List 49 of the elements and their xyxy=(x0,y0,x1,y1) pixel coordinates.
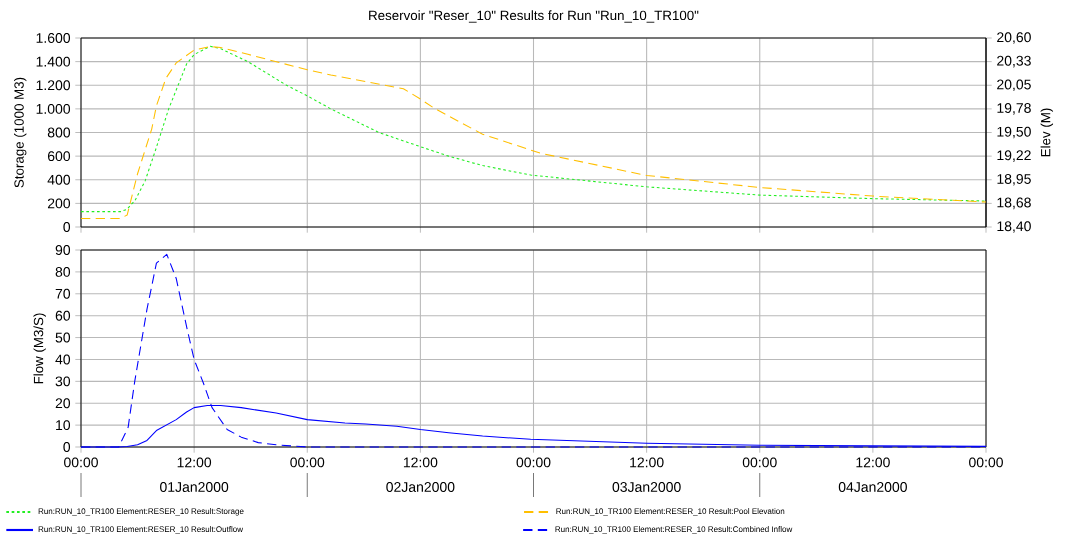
y-tick-label: 800 xyxy=(47,127,71,138)
x-tick-label: 12:00 xyxy=(403,457,438,468)
y-tick-label: 50 xyxy=(55,332,71,343)
y-tick-label: 70 xyxy=(55,288,71,299)
legend-label: Run:RUN_10_TR100 Element:RESER_10 Result:Pool Elevation xyxy=(556,508,785,516)
y-axis-title: Storage (1000 M3) xyxy=(13,77,27,188)
x-tick-label: 12:00 xyxy=(856,457,890,468)
y2-tick-label: 20,60 xyxy=(997,32,1031,44)
y-tick-label: 40 xyxy=(55,354,71,365)
y-tick-label: 20 xyxy=(55,398,71,409)
text: 02Jan2000 xyxy=(386,482,455,492)
y2-tick-label: 19,78 xyxy=(997,103,1031,115)
x-tick-label: 00:00 xyxy=(742,457,777,468)
y2-tick-label: 19,50 xyxy=(997,126,1031,139)
legend-label: Run:RUN_10_TR100 Element:RESER_10 Result:Storage xyxy=(38,508,244,516)
y-tick-label: 1.200 xyxy=(36,80,71,91)
x-tick-label: 12:00 xyxy=(630,457,664,468)
y-tick-label: 30 xyxy=(55,376,71,387)
y-tick-label: 90 xyxy=(55,245,71,255)
y-tick-label: 1.000 xyxy=(36,103,71,114)
y2-tick-label: 20,33 xyxy=(997,55,1031,68)
y-tick-label: 200 xyxy=(47,198,71,209)
y-tick-label: 400 xyxy=(47,174,71,185)
y2-tick-label: 20,05 xyxy=(997,79,1031,92)
y-tick-label: 0 xyxy=(63,222,71,232)
text: 04Jan2000 xyxy=(838,482,907,492)
text: 01Jan2000 xyxy=(160,482,229,492)
y-tick-label: 60 xyxy=(55,310,71,321)
y-tick-label: 600 xyxy=(47,151,71,162)
y-tick-label: 80 xyxy=(55,266,71,277)
x-tick-label: 00:00 xyxy=(290,457,325,468)
y-tick-label: 1.600 xyxy=(36,33,71,43)
y-axis-title: Flow (M3/S) xyxy=(33,313,46,384)
y2-tick-label: 18,40 xyxy=(997,221,1031,233)
y2-tick-label: 18,68 xyxy=(997,197,1031,210)
y2-tick-label: 19,22 xyxy=(997,150,1031,162)
x-tick-label: 00:00 xyxy=(64,457,98,468)
text: 03Jan2000 xyxy=(612,482,681,492)
y2-axis-title: Elev (M) xyxy=(1040,108,1054,157)
chart-title: Reservoir "Reser_10" Results for Run "Run_10_TR100" xyxy=(369,10,699,23)
y-tick-label: 1.400 xyxy=(36,56,71,67)
y-tick-label: 0 xyxy=(63,442,71,452)
legend-label: Run:RUN_10_TR100 Element:RESER_10 Result:Outflow xyxy=(38,526,244,534)
y2-tick-label: 18,95 xyxy=(997,173,1031,186)
y-tick-label: 10 xyxy=(56,420,71,431)
x-tick-label: 00:00 xyxy=(516,457,551,468)
x-tick-label: 00:00 xyxy=(969,457,1003,468)
x-tick-label: 12:00 xyxy=(177,457,212,468)
legend-label: Run:RUN_10_TR100 Element:RESER_10 Result:Combined Inflow xyxy=(555,526,793,534)
